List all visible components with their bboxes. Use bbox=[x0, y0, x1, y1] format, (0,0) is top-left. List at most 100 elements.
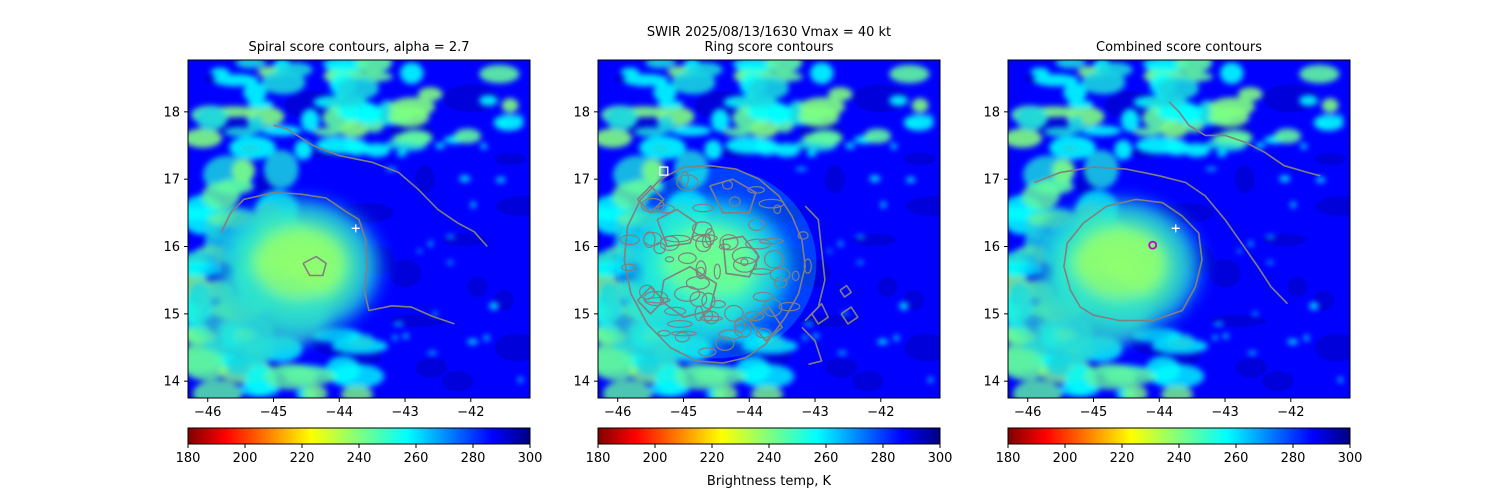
contour-blob bbox=[764, 250, 784, 269]
colorbar: 180 200 220 240 260 280 300 bbox=[176, 427, 543, 466]
contour-line bbox=[801, 326, 823, 366]
contour-blob bbox=[734, 322, 752, 338]
contour-blob bbox=[724, 304, 744, 322]
contour-blob bbox=[674, 285, 701, 302]
x-tick-label: −43 bbox=[391, 405, 418, 420]
contour-blob bbox=[680, 170, 690, 187]
panel-3: Combined score contours −46 −45 −44 −43 −42 14… bbox=[983, 40, 1363, 466]
contour-blob bbox=[671, 330, 697, 337]
colorbar-tick-label: 180 bbox=[996, 451, 1021, 466]
x-tick-label: −42 bbox=[1277, 405, 1304, 420]
y-tick-label: 16 bbox=[573, 240, 590, 255]
contour-blob bbox=[643, 290, 669, 307]
contour-blob bbox=[674, 331, 690, 343]
colorbar-tick-label: 240 bbox=[1167, 451, 1192, 466]
contour-blob bbox=[729, 196, 741, 207]
contour-blob bbox=[769, 267, 791, 283]
contour-blob bbox=[619, 234, 640, 246]
colorbar-tick-label: 200 bbox=[1053, 451, 1078, 466]
contour-blob bbox=[640, 197, 665, 213]
contour-blob bbox=[710, 299, 726, 309]
x-tick-label: −43 bbox=[1211, 405, 1238, 420]
panel-title: Ring score contours bbox=[704, 40, 833, 55]
combined-circle-marker bbox=[1148, 240, 1158, 250]
colorbar-tick-label: 220 bbox=[1110, 451, 1135, 466]
colorbar-label: Brightness temp, K bbox=[707, 474, 832, 489]
contour-blob bbox=[740, 258, 749, 267]
contour-blob bbox=[747, 186, 765, 194]
contour-blob bbox=[749, 268, 772, 275]
contour-blob bbox=[621, 263, 637, 272]
contour-blob bbox=[748, 218, 766, 231]
contour-blob bbox=[664, 234, 691, 243]
contour-blob bbox=[695, 260, 707, 280]
contour-blob bbox=[689, 291, 708, 308]
storm-core bbox=[1010, 186, 1215, 354]
y-tick-label: 15 bbox=[983, 307, 1000, 322]
ring-region-shade bbox=[616, 168, 817, 359]
x-tick-label: −46 bbox=[604, 405, 631, 420]
colorbar-tick-label: 260 bbox=[1224, 451, 1249, 466]
contour-blob bbox=[755, 328, 772, 339]
contour-blob bbox=[664, 256, 675, 263]
contour-blob bbox=[731, 246, 759, 265]
plot-area bbox=[1008, 60, 1350, 398]
contour-blob bbox=[803, 258, 812, 274]
contour-blob bbox=[713, 263, 721, 280]
contour-blob bbox=[734, 317, 746, 334]
contour-line bbox=[1168, 101, 1321, 177]
contour-line bbox=[811, 302, 829, 325]
colorbar: 180 200 220 240 260 280 300 bbox=[586, 427, 953, 466]
storm-core bbox=[190, 186, 395, 354]
plot-area bbox=[598, 60, 940, 398]
y-tick-label: 14 bbox=[573, 375, 590, 390]
contour-line bbox=[722, 235, 760, 278]
contour-blob bbox=[745, 238, 772, 250]
contour-blob bbox=[744, 310, 765, 322]
contour-line bbox=[1063, 198, 1203, 322]
contour-blob bbox=[653, 242, 666, 255]
contour-blob bbox=[667, 319, 693, 328]
colorbar-tick-label: 300 bbox=[928, 451, 953, 466]
ring-square-marker bbox=[659, 166, 669, 176]
colorbar-tick-label: 300 bbox=[518, 451, 543, 466]
colorbar-gradient bbox=[597, 427, 941, 445]
contour-blob bbox=[656, 204, 675, 214]
contour-blob bbox=[774, 276, 788, 289]
cloud-field bbox=[188, 60, 524, 398]
contour-blob bbox=[791, 270, 800, 282]
center-plus-marker bbox=[351, 224, 360, 233]
contour-blob bbox=[699, 315, 724, 322]
colorbar-tick-label: 300 bbox=[1338, 451, 1363, 466]
colorbar-tick-label: 260 bbox=[404, 451, 429, 466]
x-tick-label: −44 bbox=[736, 405, 763, 420]
x-tick-label: −44 bbox=[1146, 405, 1173, 420]
x-tick-label: −42 bbox=[457, 405, 484, 420]
plot-area bbox=[188, 60, 530, 398]
colorbar-tick-label: 180 bbox=[176, 451, 201, 466]
contour-blob bbox=[698, 347, 717, 357]
figure-suptitle: SWIR 2025/08/13/1630 Vmax = 40 kt bbox=[647, 25, 891, 40]
colorbar-tick-label: 220 bbox=[290, 451, 315, 466]
x-tick-label: −43 bbox=[801, 405, 828, 420]
contour-line bbox=[1034, 166, 1289, 305]
contour-blob bbox=[692, 203, 714, 213]
contour-blob bbox=[797, 231, 809, 240]
contour-blob bbox=[677, 252, 697, 264]
x-tick-label: −44 bbox=[326, 405, 353, 420]
panel-title: Combined score contours bbox=[1096, 40, 1262, 55]
contour-blob bbox=[719, 234, 739, 251]
y-tick-label: 17 bbox=[573, 173, 590, 188]
contour-blob bbox=[758, 198, 785, 209]
center-plus-marker bbox=[1171, 224, 1180, 233]
axes-frame bbox=[187, 59, 531, 399]
y-tick-label: 17 bbox=[163, 173, 180, 188]
x-tick-label: −46 bbox=[1014, 405, 1041, 420]
panel-2: Ring score contours −46 −45 −44 −43 −42 14 15 16… bbox=[573, 40, 953, 466]
y-tick-label: 18 bbox=[573, 105, 590, 120]
y-tick-label: 16 bbox=[163, 240, 180, 255]
colorbar-gradient bbox=[1007, 427, 1351, 445]
contour-line bbox=[839, 284, 852, 298]
contour-blob bbox=[664, 306, 687, 316]
